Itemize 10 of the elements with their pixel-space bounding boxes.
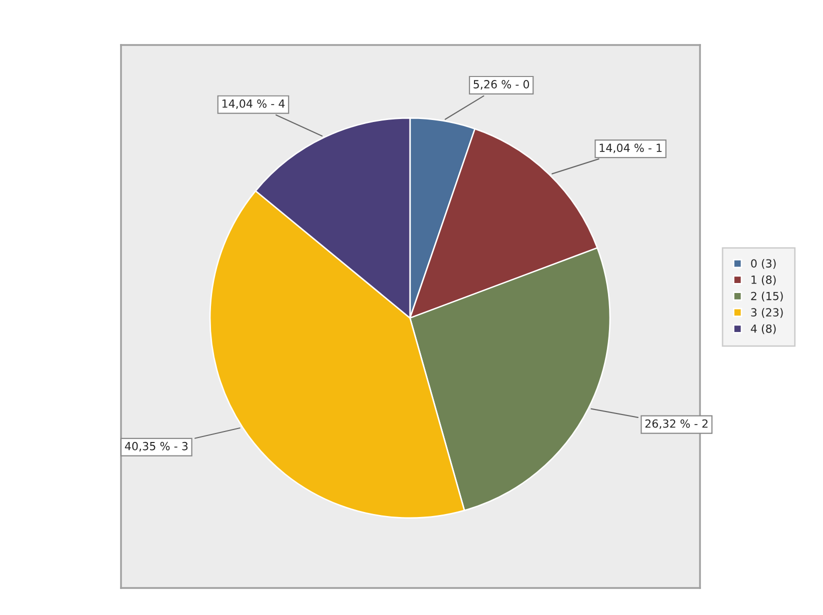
legend-label: 2 (15) xyxy=(751,292,783,302)
data-label: 14,04 % - 4 xyxy=(222,99,285,109)
legend-label: 4 (8) xyxy=(750,324,776,334)
data-label: 5,26 % - 0 xyxy=(474,80,530,90)
legend-label: 3 (23) xyxy=(751,308,783,318)
legend-label: 1 (8) xyxy=(752,275,776,286)
data-label: 14,04 % - 1 xyxy=(600,144,662,154)
data-label: 40,35 % - 3 xyxy=(124,442,188,452)
legend-label: 0 (3) xyxy=(751,259,776,269)
data-label: 26,32 % - 2 xyxy=(645,419,708,429)
